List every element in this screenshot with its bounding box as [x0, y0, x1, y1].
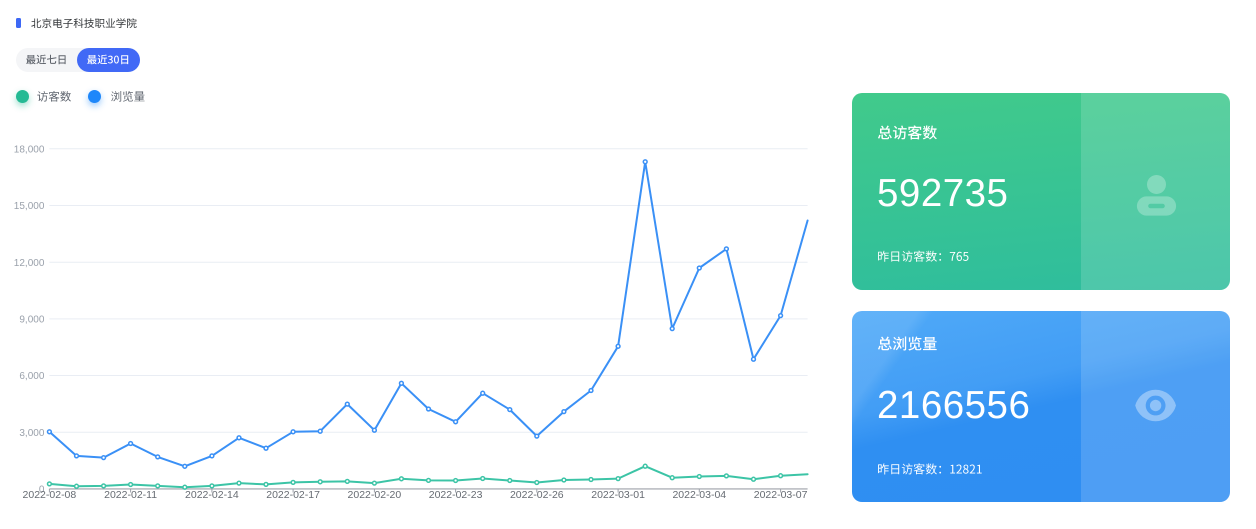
svg-text:2022-02-26: 2022-02-26	[510, 489, 564, 501]
svg-text:2022-02-08: 2022-02-08	[23, 489, 77, 501]
svg-text:2022-03-01: 2022-03-01	[591, 489, 645, 501]
svg-text:9,000: 9,000	[19, 315, 44, 326]
svg-text:18,000: 18,000	[14, 144, 45, 155]
svg-text:2022-03-07: 2022-03-07	[754, 489, 808, 501]
svg-text:15,000: 15,000	[14, 201, 45, 212]
svg-text:6,000: 6,000	[19, 371, 44, 382]
svg-text:3,000: 3,000	[19, 428, 44, 439]
svg-text:0: 0	[39, 485, 45, 496]
svg-text:2022-02-20: 2022-02-20	[348, 489, 402, 501]
svg-text:12,000: 12,000	[14, 258, 45, 269]
svg-text:2022-03-04: 2022-03-04	[672, 489, 726, 501]
svg-text:2022-02-17: 2022-02-17	[266, 489, 320, 501]
svg-text:2022-02-14: 2022-02-14	[185, 489, 239, 501]
svg-text:2022-02-23: 2022-02-23	[429, 489, 483, 501]
svg-text:2022-02-11: 2022-02-11	[104, 489, 157, 501]
